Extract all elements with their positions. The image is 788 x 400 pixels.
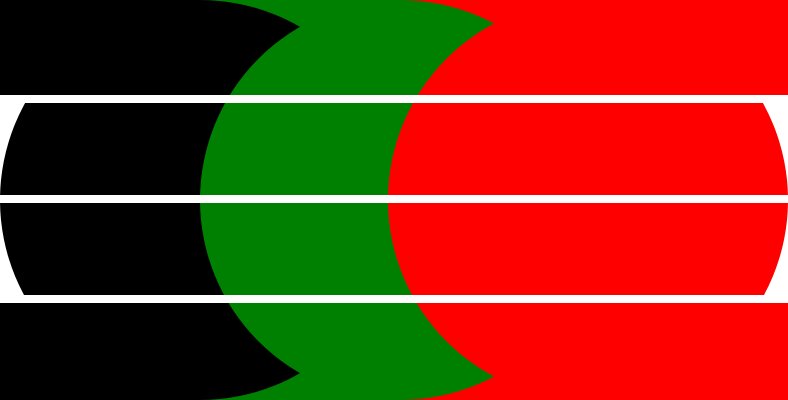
white-stripe-1 — [0, 95, 788, 103]
white-stripe-3 — [0, 295, 788, 303]
white-stripe-2 — [0, 195, 788, 203]
red-circle — [388, 203, 788, 295]
red-circle — [388, 103, 788, 195]
red-circle — [417, 0, 759, 95]
red-circle — [416, 303, 760, 400]
